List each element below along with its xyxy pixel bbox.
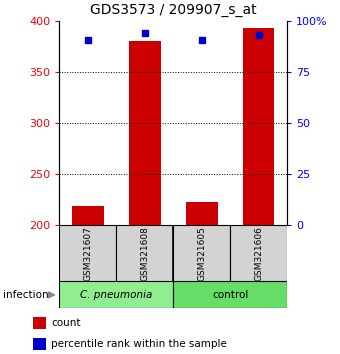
- Text: percentile rank within the sample: percentile rank within the sample: [51, 339, 227, 349]
- Bar: [186, 202, 218, 225]
- Text: GSM321608: GSM321608: [140, 225, 149, 281]
- Text: infection: infection: [3, 290, 49, 299]
- Bar: [129, 41, 160, 225]
- Bar: [231, 225, 287, 281]
- Text: GSM321607: GSM321607: [84, 225, 92, 281]
- Text: GSM321606: GSM321606: [254, 225, 263, 281]
- Text: control: control: [212, 290, 249, 300]
- Bar: [33, 338, 46, 350]
- Text: GSM321605: GSM321605: [198, 225, 206, 281]
- Title: GDS3573 / 209907_s_at: GDS3573 / 209907_s_at: [90, 4, 257, 17]
- Bar: [33, 316, 46, 329]
- Bar: [72, 206, 104, 225]
- Bar: [243, 28, 274, 225]
- Bar: [116, 225, 173, 281]
- Bar: [59, 225, 116, 281]
- Text: C. pneumonia: C. pneumonia: [80, 290, 153, 300]
- Bar: [173, 281, 287, 308]
- Text: count: count: [51, 318, 81, 327]
- Bar: [59, 281, 173, 308]
- Bar: [173, 225, 231, 281]
